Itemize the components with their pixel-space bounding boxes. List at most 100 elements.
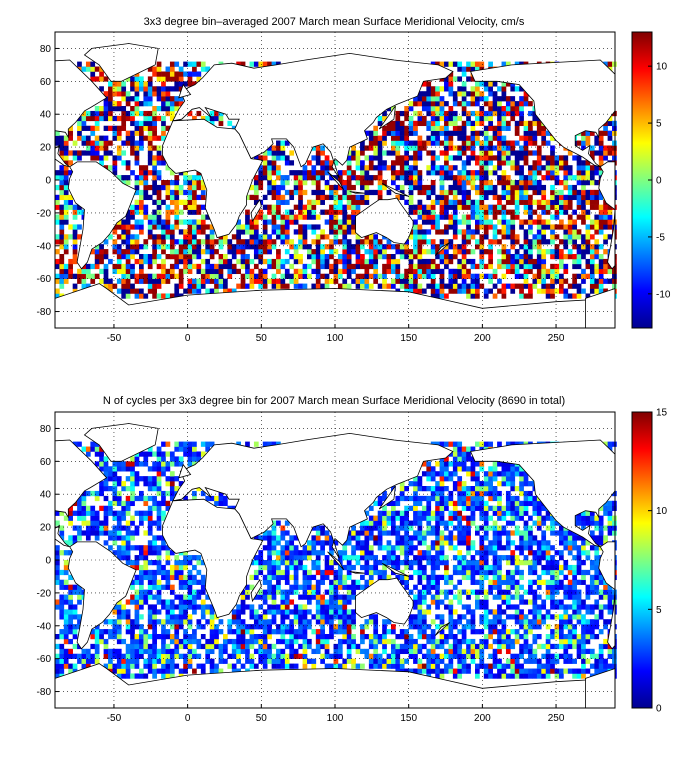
bin-cell	[386, 244, 392, 250]
bin-cell	[475, 155, 480, 161]
bin-cell	[262, 560, 268, 566]
bin-cell	[355, 165, 361, 171]
bin-cell	[466, 268, 471, 275]
bin-cell	[404, 643, 409, 650]
bin-cell	[280, 619, 286, 625]
bin-cell	[492, 239, 498, 245]
bin-cell	[108, 91, 113, 97]
bin-cell	[68, 594, 73, 600]
bin-cell	[307, 160, 312, 166]
bin-cell	[488, 273, 493, 279]
bin-cell	[576, 249, 582, 255]
bin-cell	[249, 634, 255, 640]
bin-cell	[134, 653, 140, 659]
bin-cell	[373, 155, 379, 161]
bin-cell	[116, 490, 122, 497]
bin-cell	[214, 115, 219, 122]
bin-cell	[421, 268, 427, 275]
bin-cell	[408, 204, 414, 210]
bin-cell	[55, 634, 60, 640]
bin-cell	[386, 663, 392, 669]
bin-cell	[382, 273, 387, 279]
bin-cell	[156, 91, 162, 97]
bin-cell	[479, 106, 485, 112]
bin-cell	[351, 658, 356, 664]
bin-cell	[594, 165, 600, 171]
bin-cell	[125, 219, 131, 225]
bin-cell	[483, 194, 489, 201]
bin-cell	[214, 634, 219, 640]
bin-cell	[324, 194, 330, 201]
bin-cell	[178, 594, 184, 600]
bin-cell	[59, 569, 65, 576]
bin-cell	[607, 115, 613, 122]
bin-cell	[103, 268, 109, 275]
bin-cell	[169, 86, 175, 92]
bin-cell	[271, 273, 277, 279]
bin-cell	[196, 619, 202, 625]
bin-cell	[130, 96, 135, 102]
bin-cell	[139, 199, 144, 205]
bin-cell	[536, 204, 542, 210]
bin-cell	[333, 663, 339, 669]
bin-cell	[245, 594, 250, 600]
bin-cell	[479, 130, 485, 136]
bin-cell	[519, 258, 524, 265]
bin-cell	[116, 130, 122, 136]
bin-cell	[161, 224, 166, 230]
bin-cell	[594, 189, 600, 196]
bin-cell	[324, 564, 330, 571]
bin-cell	[161, 569, 166, 576]
bin-cell	[147, 263, 153, 270]
bin-cell	[143, 254, 149, 260]
bin-cell	[59, 629, 65, 635]
bin-cell	[435, 61, 440, 67]
bin-cell	[435, 110, 440, 117]
bin-cell	[413, 229, 418, 235]
bin-cell	[183, 599, 188, 605]
bin-cell	[192, 451, 197, 457]
bin-cell	[116, 638, 122, 645]
bin-cell	[382, 555, 387, 561]
bin-cell	[519, 180, 524, 186]
bin-cell	[187, 244, 193, 250]
bin-cell	[94, 273, 100, 279]
bin-cell	[501, 283, 507, 289]
bin-cell	[178, 574, 184, 581]
bin-cell	[408, 249, 414, 255]
bin-cell	[169, 634, 175, 640]
bin-cell	[377, 120, 383, 127]
bin-cell	[143, 658, 149, 664]
bin-cell	[452, 194, 458, 201]
bin-cell	[364, 278, 370, 284]
bin-cell	[103, 648, 109, 655]
bin-cell	[156, 653, 162, 659]
bin-cell	[581, 175, 586, 181]
bin-cell	[121, 263, 127, 270]
bin-cell	[280, 594, 286, 600]
bin-cell	[408, 155, 414, 161]
bin-cell	[413, 668, 418, 674]
bin-cell	[417, 254, 423, 260]
bin-cell	[576, 170, 582, 176]
bin-cell	[187, 110, 193, 117]
bin-cell	[187, 254, 193, 260]
bin-cell	[116, 550, 122, 556]
bin-cell	[311, 560, 317, 566]
bin-cell	[143, 86, 149, 92]
bin-cell	[63, 135, 69, 141]
bin-cell	[68, 535, 73, 541]
bin-cell	[59, 209, 65, 215]
bin-cell	[284, 545, 290, 551]
bin-cell	[342, 579, 348, 585]
bin-cell	[81, 658, 87, 664]
bin-cell	[324, 180, 330, 186]
bin-cell	[430, 86, 436, 92]
bin-cell	[152, 569, 157, 576]
bin-cell	[541, 288, 547, 294]
bin-cell	[68, 194, 73, 201]
bin-cell	[470, 214, 476, 220]
bin-cell	[99, 466, 104, 472]
bin-cell	[125, 249, 131, 255]
bin-cell	[488, 135, 493, 141]
